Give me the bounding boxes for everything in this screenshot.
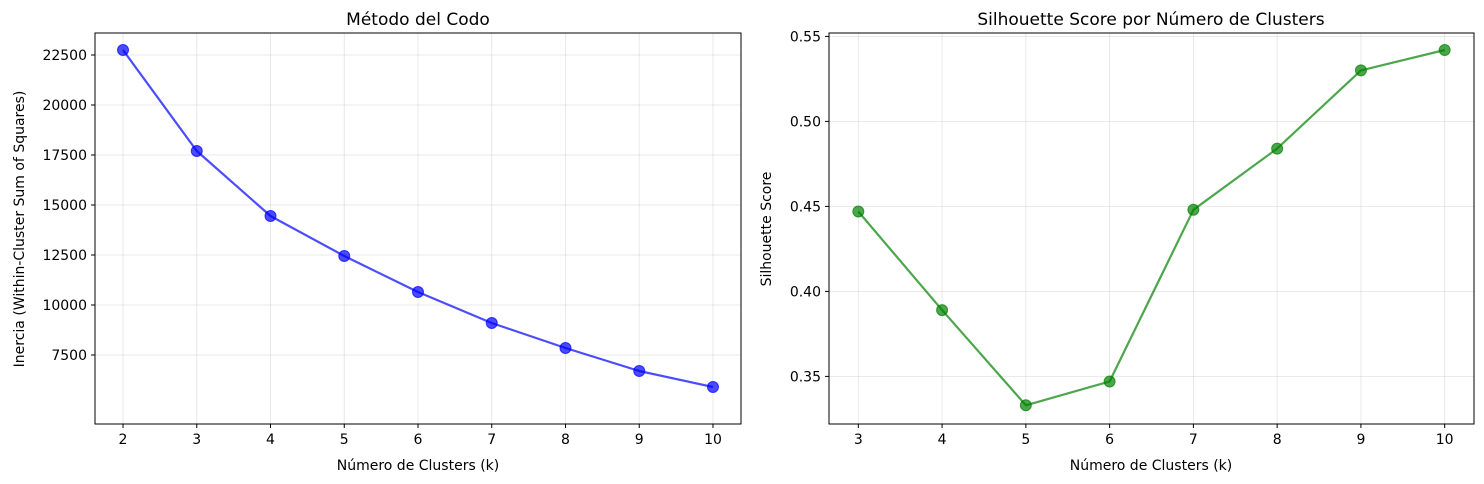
x-tick-label: 6 <box>414 432 423 448</box>
elbow-chart-series <box>117 44 719 393</box>
elbow-chart-title: Método del Codo <box>346 10 490 30</box>
data-point <box>485 317 498 329</box>
data-point <box>190 145 203 157</box>
x-tick-label: 3 <box>854 432 863 448</box>
silhouette-chart-title: Silhouette Score por Número de Clusters <box>977 10 1324 30</box>
y-tick-label: 0.35 <box>790 369 821 385</box>
x-tick-label: 9 <box>1356 432 1365 448</box>
y-tick-label: 0.40 <box>790 284 821 300</box>
elbow-chart-grid <box>95 33 741 424</box>
silhouette-chart-y-label: Silhouette Score <box>759 172 775 287</box>
y-tick-label: 0.45 <box>790 199 821 215</box>
silhouette-chart-series <box>852 44 1451 412</box>
data-point <box>1354 64 1367 77</box>
data-point <box>117 44 130 56</box>
silhouette-chart-grid <box>829 33 1474 424</box>
y-tick-label: 0.55 <box>790 29 821 45</box>
data-point <box>1438 44 1451 56</box>
x-tick-label: 8 <box>1273 432 1282 448</box>
data-point <box>633 365 646 377</box>
data-point <box>338 250 351 262</box>
y-tick-label: 20000 <box>42 98 87 114</box>
elbow-chart-y-label: Inercia (Within-Cluster Sum of Squares) <box>12 91 28 368</box>
y-tick-label: 0.50 <box>790 114 821 130</box>
elbow-chart-x-label: Número de Clusters (k) <box>337 458 499 474</box>
data-point <box>412 286 424 298</box>
series-line <box>857 48 1445 407</box>
y-tick-label: 17500 <box>42 148 87 164</box>
data-point <box>852 205 865 218</box>
silhouette-chart-frame <box>828 32 1475 425</box>
elbow-chart-x-axis: 2 3 4 5 6 7 8 9 10 <box>119 424 722 448</box>
x-tick-label: 10 <box>1436 432 1454 448</box>
silhouette-chart-y-axis: 0.35 0.40 0.45 0.50 0.55 <box>790 29 829 385</box>
y-tick-label: 22500 <box>42 48 87 64</box>
silhouette-chart-x-axis: 3 4 5 6 7 8 9 10 <box>854 424 1454 448</box>
x-tick-label: 7 <box>1189 432 1198 448</box>
data-point <box>1271 142 1284 155</box>
x-tick-label: 3 <box>192 432 201 448</box>
elbow-chart: Método del Codo 2 3 4 5 6 7 8 9 10 7500 10000 1250… <box>12 10 742 474</box>
y-tick-label: 15000 <box>42 198 87 214</box>
data-point <box>264 210 277 222</box>
data-point <box>936 304 949 317</box>
data-point <box>1187 203 1200 216</box>
elbow-chart-y-axis: 7500 10000 12500 15000 17500 20000 22500 <box>42 48 95 364</box>
x-tick-label: 5 <box>1021 432 1030 448</box>
data-point <box>1019 399 1032 412</box>
x-tick-label: 10 <box>704 432 722 448</box>
data-point <box>1103 375 1116 388</box>
x-tick-label: 4 <box>266 432 275 448</box>
silhouette-chart: Silhouette Score por Número de Clusters … <box>759 10 1475 474</box>
x-tick-label: 5 <box>340 432 349 448</box>
x-tick-label: 7 <box>487 432 496 448</box>
x-tick-label: 2 <box>119 432 128 448</box>
x-tick-label: 9 <box>635 432 644 448</box>
y-tick-label: 12500 <box>42 248 87 264</box>
x-tick-label: 8 <box>561 432 570 448</box>
x-tick-label: 4 <box>938 432 947 448</box>
data-point <box>706 381 719 393</box>
silhouette-chart-x-label: Número de Clusters (k) <box>1070 458 1232 474</box>
data-point <box>559 342 572 354</box>
y-tick-label: 7500 <box>51 348 87 364</box>
y-tick-label: 10000 <box>42 298 87 314</box>
x-tick-label: 6 <box>1105 432 1114 448</box>
